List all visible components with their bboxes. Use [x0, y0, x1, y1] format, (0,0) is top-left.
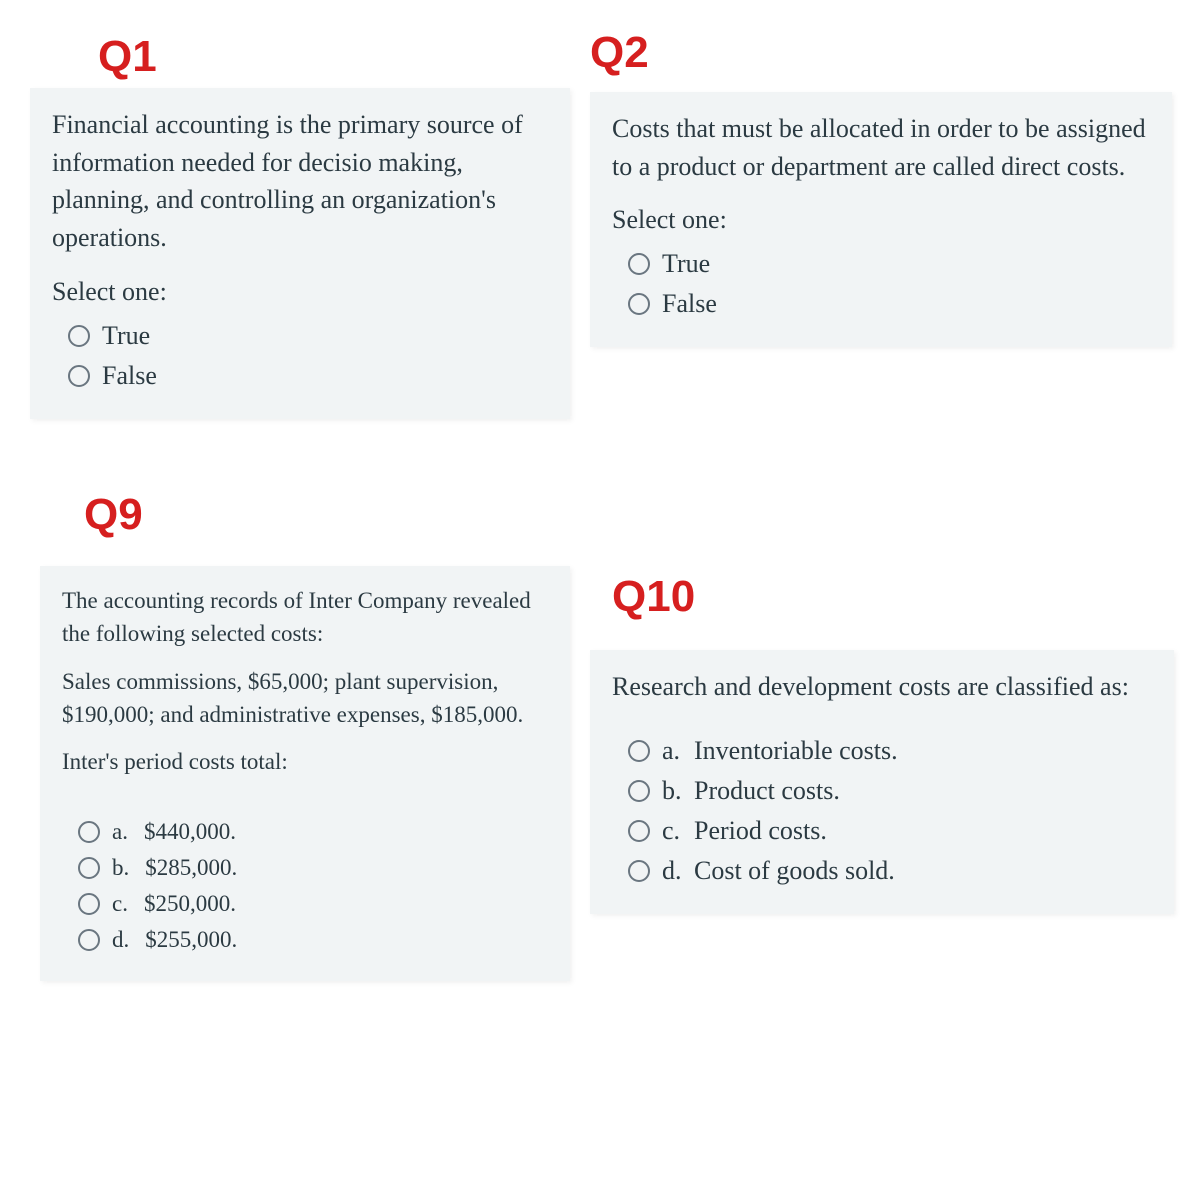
q10-option-d[interactable]: d. Cost of goods sold. [612, 856, 1152, 886]
q10-option-a-letter: a. [662, 736, 694, 766]
q9-option-c[interactable]: c. $250,000. [62, 891, 548, 917]
q10-option-c-letter: c. [662, 816, 694, 846]
q2-question-text: Costs that must be allocated in order to… [612, 110, 1150, 185]
radio-icon[interactable] [628, 293, 650, 315]
q1-option-false[interactable]: False [52, 361, 548, 391]
q2-label: Q2 [590, 28, 649, 78]
radio-icon[interactable] [68, 325, 90, 347]
q10-question-text: Research and development costs are class… [612, 668, 1152, 706]
radio-icon[interactable] [628, 253, 650, 275]
radio-icon[interactable] [78, 929, 100, 951]
q10-option-a[interactable]: a. Inventoriable costs. [612, 736, 1152, 766]
q1-label: Q1 [98, 32, 157, 82]
q9-option-d-text: $255,000. [145, 927, 237, 953]
q10-option-b-letter: b. [662, 776, 694, 806]
q10-panel: Research and development costs are class… [590, 650, 1174, 914]
q10-option-a-text: Inventoriable costs. [694, 736, 898, 766]
q9-option-d[interactable]: d. $255,000. [62, 927, 548, 953]
q9-option-a-letter: a. [112, 819, 128, 845]
radio-icon[interactable] [78, 893, 100, 915]
q9-option-d-letter: d. [112, 927, 129, 953]
q9-option-b-letter: b. [112, 855, 129, 881]
radio-icon[interactable] [628, 820, 650, 842]
radio-icon[interactable] [78, 821, 100, 843]
q9-option-a[interactable]: a. $440,000. [62, 819, 548, 845]
q10-option-c-text: Period costs. [694, 816, 827, 846]
radio-icon[interactable] [628, 780, 650, 802]
q10-option-b-text: Product costs. [694, 776, 840, 806]
q9-question-text-2: Sales commissions, $65,000; plant superv… [62, 665, 548, 732]
q1-question-text: Financial accounting is the primary sour… [52, 106, 548, 257]
q10-option-b[interactable]: b. Product costs. [612, 776, 1152, 806]
q2-option-false-label: False [662, 289, 717, 319]
q1-option-false-label: False [102, 361, 157, 391]
q9-panel: The accounting records of Inter Company … [40, 566, 570, 981]
q9-question-text-1: The accounting records of Inter Company … [62, 584, 548, 651]
q9-option-a-text: $440,000. [144, 819, 236, 845]
q9-label: Q9 [84, 490, 143, 540]
q2-option-true-label: True [662, 249, 710, 279]
q10-option-d-text: Cost of goods sold. [694, 856, 895, 886]
q9-option-b[interactable]: b. $285,000. [62, 855, 548, 881]
q10-option-c[interactable]: c. Period costs. [612, 816, 1152, 846]
q2-select-one: Select one: [612, 205, 1150, 235]
q1-select-one: Select one: [52, 277, 548, 307]
q1-option-true[interactable]: True [52, 321, 548, 351]
q9-option-c-text: $250,000. [144, 891, 236, 917]
q2-option-true[interactable]: True [612, 249, 1150, 279]
q2-option-false[interactable]: False [612, 289, 1150, 319]
radio-icon[interactable] [78, 857, 100, 879]
q1-option-true-label: True [102, 321, 150, 351]
q9-option-b-text: $285,000. [145, 855, 237, 881]
q9-option-c-letter: c. [112, 891, 128, 917]
q9-question-text-3: Inter's period costs total: [62, 745, 548, 778]
radio-icon[interactable] [628, 740, 650, 762]
radio-icon[interactable] [68, 365, 90, 387]
q2-panel: Costs that must be allocated in order to… [590, 92, 1172, 347]
q10-label: Q10 [612, 572, 695, 622]
radio-icon[interactable] [628, 860, 650, 882]
q1-panel: Financial accounting is the primary sour… [30, 88, 570, 419]
q10-option-d-letter: d. [662, 856, 694, 886]
